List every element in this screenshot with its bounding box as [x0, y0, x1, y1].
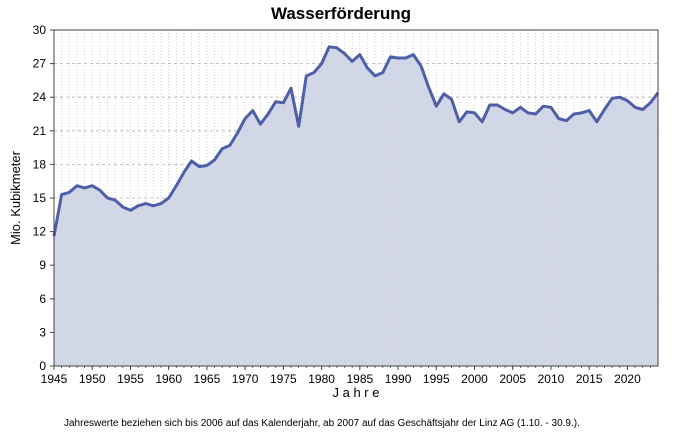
y-tick-label: 21: [33, 124, 47, 138]
y-tick-label: 9: [39, 258, 46, 272]
y-tick-label: 12: [33, 225, 47, 239]
series-line: [52, 45, 660, 237]
x-tick-label: 1995: [423, 372, 450, 386]
x-tick-label: 1945: [41, 372, 68, 386]
x-tick-label: 1975: [270, 372, 297, 386]
x-tick-label: 1955: [117, 372, 144, 386]
y-tick-label: 18: [33, 157, 47, 171]
x-tick-label: 1965: [194, 372, 221, 386]
chart-title: Wasserförderung: [270, 4, 412, 23]
y-axis-label: Mio. Kubikmeter: [8, 150, 23, 245]
x-tick-label: 2015: [576, 372, 603, 386]
y-tick-label: 15: [33, 191, 47, 205]
x-tick-label: 1980: [308, 372, 335, 386]
x-tick-label: 1950: [79, 372, 106, 386]
x-tick-label: 1985: [346, 372, 373, 386]
y-tick-label: 27: [33, 57, 47, 71]
x-tick-label: 1970: [232, 372, 259, 386]
x-tick-label: 1960: [155, 372, 182, 386]
x-tick-label: 2005: [499, 372, 526, 386]
x-tick-label: 2020: [614, 372, 641, 386]
y-tick-label: 30: [33, 23, 47, 37]
axes: 0 3 6 9 12 15 18 21 24 27 30 1945 1950 1955 1960 1965 19…: [33, 23, 651, 386]
x-tick-label: 2010: [538, 372, 565, 386]
x-axis-label: J a h r e: [333, 385, 380, 400]
y-tick-label: 6: [39, 292, 46, 306]
series-area: [54, 46, 658, 367]
x-tick-label: 1990: [385, 372, 412, 386]
x-tick-label: 2000: [461, 372, 488, 386]
y-tick-label: 24: [33, 90, 47, 104]
y-tick-label: 3: [39, 325, 46, 339]
footnote: Jahreswerte beziehen sich bis 2006 auf d…: [64, 418, 580, 429]
y-tick-label: 0: [39, 359, 46, 373]
